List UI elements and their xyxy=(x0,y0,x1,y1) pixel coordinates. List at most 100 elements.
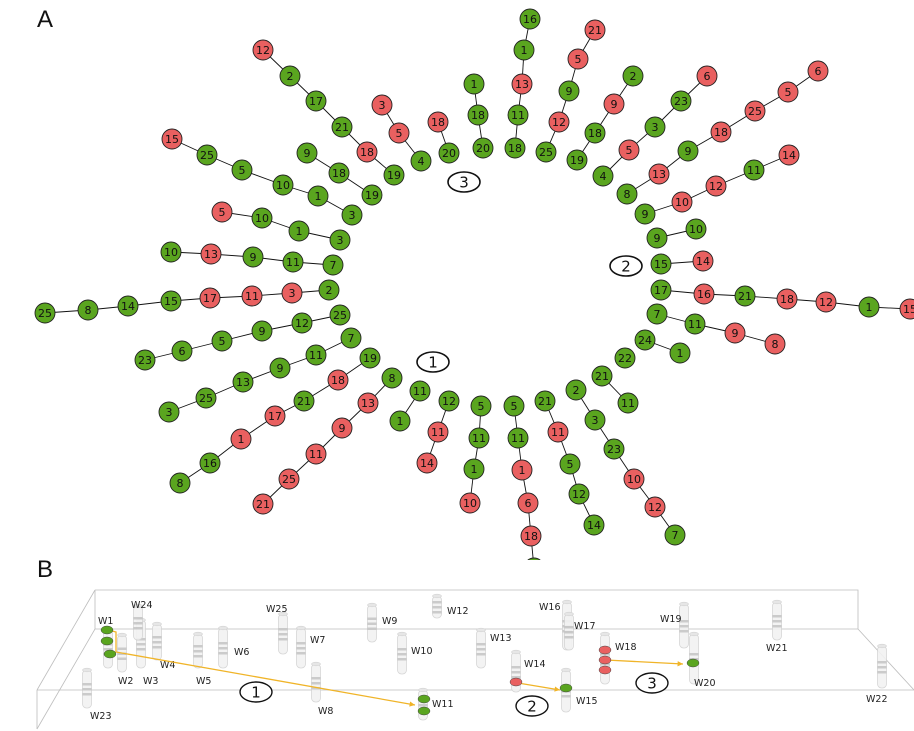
well-marker xyxy=(598,655,612,665)
well-label: W4 xyxy=(160,660,175,671)
well-cap xyxy=(82,667,92,673)
graph-node xyxy=(592,165,614,187)
well-label: W19 xyxy=(660,614,681,625)
graph-node xyxy=(307,185,329,207)
graph-node-label: 4 xyxy=(418,155,425,168)
graph-node-label: 9 xyxy=(566,85,573,98)
graph-node-label: 9 xyxy=(250,251,257,264)
graph-node xyxy=(340,327,362,349)
graph-node-label: 9 xyxy=(304,147,311,160)
graph-node-label: 10 xyxy=(627,473,641,486)
well-band xyxy=(193,645,203,648)
graph-node-label: 11 xyxy=(286,256,300,269)
graph-node xyxy=(282,251,304,273)
well-band xyxy=(397,653,407,656)
well-band xyxy=(218,647,228,650)
graph-node-label: 9 xyxy=(654,232,661,245)
path-arrowhead xyxy=(554,686,560,692)
well-band xyxy=(311,687,321,690)
well-label: W1 xyxy=(98,616,113,627)
path-hub-label: 2 xyxy=(527,698,537,716)
well-band xyxy=(564,631,574,634)
graph-node xyxy=(507,104,529,126)
graph-node xyxy=(318,279,340,301)
graph-node xyxy=(269,357,291,379)
graph-node-label: 12 xyxy=(709,180,723,193)
graph-node-label: 1 xyxy=(238,433,245,446)
graph-node xyxy=(416,452,438,474)
graph-node-label: 11 xyxy=(551,426,565,439)
graph-node-label: 5 xyxy=(575,53,582,66)
graph-node-label: 3 xyxy=(289,287,296,300)
well-band xyxy=(679,620,689,623)
well-cap xyxy=(152,621,162,627)
path-hub-1 xyxy=(239,681,273,703)
well-band xyxy=(877,666,887,669)
graph-node xyxy=(438,142,460,164)
graph-node xyxy=(160,241,182,263)
well-cap xyxy=(218,625,228,631)
graph-node-label: 12 xyxy=(442,395,456,408)
graph-node-label: 25 xyxy=(38,307,52,320)
graph-node xyxy=(281,282,303,304)
graph-node xyxy=(671,191,693,213)
graph-node xyxy=(507,427,529,449)
path-hub-label: 3 xyxy=(647,675,657,693)
graph-node-label: 18 xyxy=(524,530,538,543)
well-w24: W24 xyxy=(131,600,152,641)
graph-node-label: 21 xyxy=(297,395,311,408)
graph-node-label: 10 xyxy=(164,246,178,259)
graph-node xyxy=(357,392,379,414)
graph-node xyxy=(356,141,378,163)
graph-node xyxy=(291,312,313,334)
graph-node-label: 2 xyxy=(287,70,294,83)
graph-node xyxy=(171,340,193,362)
graph-node xyxy=(389,410,411,432)
graph-node-label: 17 xyxy=(309,95,323,108)
well-cap xyxy=(193,631,203,637)
well-band xyxy=(117,657,127,660)
graph-node-label: 1 xyxy=(315,190,322,203)
well-band xyxy=(511,671,521,674)
well-label: W22 xyxy=(866,694,887,705)
graph-node-label: 11 xyxy=(511,109,525,122)
well-w12: W12 xyxy=(432,593,468,619)
graph-node xyxy=(693,283,715,305)
graph-node-label: 8 xyxy=(85,304,92,317)
well-marker xyxy=(509,677,523,687)
graph-node-label: 7 xyxy=(654,308,661,321)
graph-node xyxy=(807,60,829,82)
graph-node-label: 8 xyxy=(389,372,396,385)
well-label: W23 xyxy=(90,711,111,722)
graph-node-label: 2 xyxy=(573,384,580,397)
well-w5: W5 xyxy=(193,631,211,687)
graph-node xyxy=(361,184,383,206)
graph-node-label: 9 xyxy=(642,208,649,221)
graph-node xyxy=(648,163,670,185)
graph-node xyxy=(520,525,542,547)
graph-node xyxy=(231,159,253,181)
graph-node xyxy=(644,496,666,518)
well-band xyxy=(432,611,442,614)
graph-node xyxy=(650,253,672,275)
graph-node-label: 12 xyxy=(648,501,662,514)
graph-node xyxy=(669,342,691,364)
path-arrow-2 xyxy=(517,682,561,691)
graph-node xyxy=(603,93,625,115)
graph-node-label: 3 xyxy=(166,406,173,419)
well-band xyxy=(82,683,92,686)
graph-node xyxy=(535,141,557,163)
graph-node-label: 24 xyxy=(638,334,652,347)
graph-node-label: 12 xyxy=(572,488,586,501)
graph-node-label: 9 xyxy=(277,362,284,375)
well-marker xyxy=(100,625,114,635)
graph-node-label: 11 xyxy=(472,432,486,445)
well-label: W5 xyxy=(196,676,211,687)
well-label: W10 xyxy=(411,646,432,657)
graph-node-label: 12 xyxy=(256,44,270,57)
graph-node-label: 10 xyxy=(689,223,703,236)
well-band xyxy=(296,647,306,650)
graph-node xyxy=(305,344,327,366)
